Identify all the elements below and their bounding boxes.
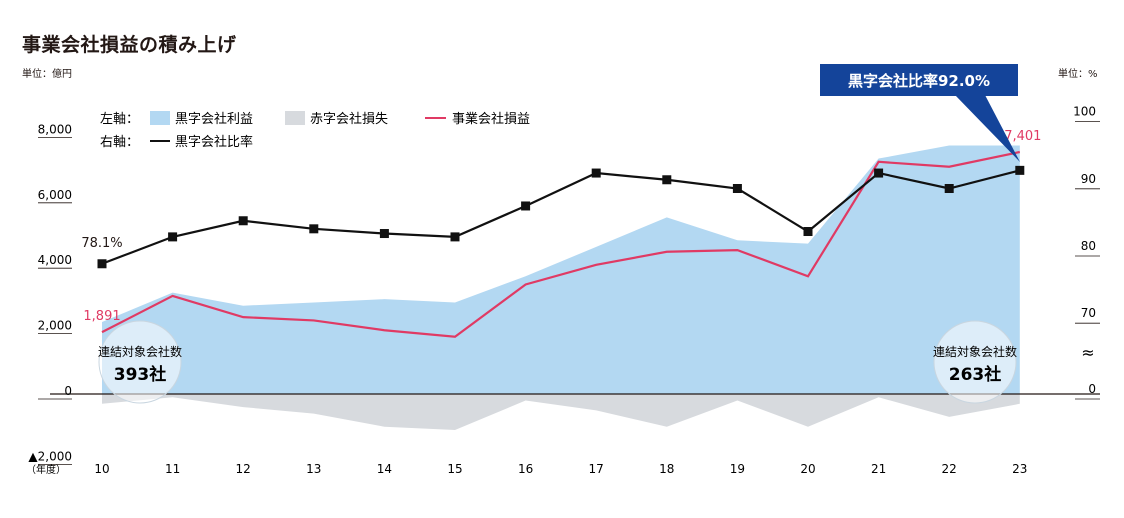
legend-loss-swatch: [285, 111, 305, 125]
x-tick-label: 17: [589, 462, 604, 476]
ratio-line: [101, 169, 1021, 265]
legend: 左軸： 黒字会社利益 赤字会社損失 事業会社損益 右軸： 黒字会社比率: [100, 111, 530, 150]
x-tick-label: 13: [306, 462, 321, 476]
callout-box: [820, 64, 1018, 96]
legend-left-axis-prefix: 左軸：: [100, 112, 139, 127]
axis-break-symbol: ≈: [1081, 343, 1094, 362]
x-tick-label: 22: [942, 462, 957, 476]
legend-ratio-label: 黒字会社比率: [175, 134, 253, 150]
ratio-marker: [732, 184, 742, 194]
right-axis-unit: 単位：%: [1058, 69, 1098, 80]
left-tick-label: 4,000: [38, 253, 72, 267]
data-label: 1,891: [83, 309, 120, 324]
year-unit-label: （年度）: [26, 463, 66, 476]
left-tick-label: 2,000: [38, 319, 72, 333]
ratio-marker: [591, 168, 601, 178]
company-badge-2010: 連結対象会社数 393社: [98, 320, 182, 404]
ratio-marker: [521, 201, 531, 211]
x-tick-label: 19: [730, 462, 745, 476]
profit-area: [102, 145, 1020, 394]
ratio-marker: [379, 229, 389, 239]
chart-title: 事業会社損益の積み上げ: [22, 34, 237, 56]
ratio-marker: [309, 224, 319, 234]
ratio-marker: [662, 175, 672, 185]
badge-label: 連結対象会社数: [98, 344, 182, 359]
x-tick-label: 16: [518, 462, 533, 476]
x-tick-label: 20: [800, 462, 815, 476]
legend-profit-swatch: [150, 111, 170, 125]
x-tick-label: 12: [236, 462, 251, 476]
right-tick-label: 80: [1081, 239, 1096, 253]
right-tick-label: 70: [1081, 306, 1096, 320]
badge-value: 393社: [114, 364, 167, 385]
right-tick-label: 90: [1081, 172, 1096, 186]
badge-circle: [98, 320, 182, 404]
loss-area: [102, 394, 1020, 430]
legend-profit-label: 黒字会社利益: [175, 111, 253, 127]
ratio-marker: [238, 216, 248, 226]
legend-right-axis-prefix: 右軸：: [100, 135, 139, 150]
callout-text: 黒字会社比率92.0%: [848, 72, 990, 90]
data-label: 7,401: [1004, 129, 1041, 144]
ratio-marker: [874, 168, 884, 178]
x-tick-label: 11: [165, 462, 180, 476]
ratio-marker: [168, 232, 178, 242]
data-label: 78.1%: [81, 236, 122, 251]
right-tick-label: 100: [1073, 105, 1096, 119]
x-tick-label: 18: [659, 462, 674, 476]
ratio-marker: [450, 232, 460, 242]
left-tick-label: ▲2,000: [28, 449, 72, 463]
x-tick-label: 10: [94, 462, 109, 476]
ratio-marker: [803, 227, 813, 237]
x-tick-label: 23: [1012, 462, 1027, 476]
badge-label: 連結対象会社数: [933, 344, 1017, 359]
x-tick-label: 14: [377, 462, 392, 476]
left-tick-label: 8,000: [38, 122, 72, 136]
company-badge-2023: 連結対象会社数 263社: [933, 320, 1017, 404]
left-tick-label: 6,000: [38, 188, 72, 202]
ratio-marker: [1015, 165, 1025, 175]
legend-loss-label: 赤字会社損失: [310, 111, 388, 127]
ratio-marker: [944, 184, 954, 194]
x-tick-label: 21: [871, 462, 886, 476]
left-axis-unit: 単位：億円: [22, 69, 72, 80]
callout-pointer: [955, 95, 1020, 162]
right-tick-label: 0: [1088, 382, 1096, 396]
legend-operating-label: 事業会社損益: [452, 111, 530, 127]
badge-circle: [933, 320, 1017, 404]
ratio-marker: [97, 259, 107, 269]
badge-value: 263社: [949, 364, 1002, 385]
operating-line: [101, 150, 1021, 338]
left-tick-label: 0: [64, 384, 72, 398]
x-tick-label: 15: [447, 462, 462, 476]
ratio-callout: 黒字会社比率92.0%: [820, 64, 1020, 162]
